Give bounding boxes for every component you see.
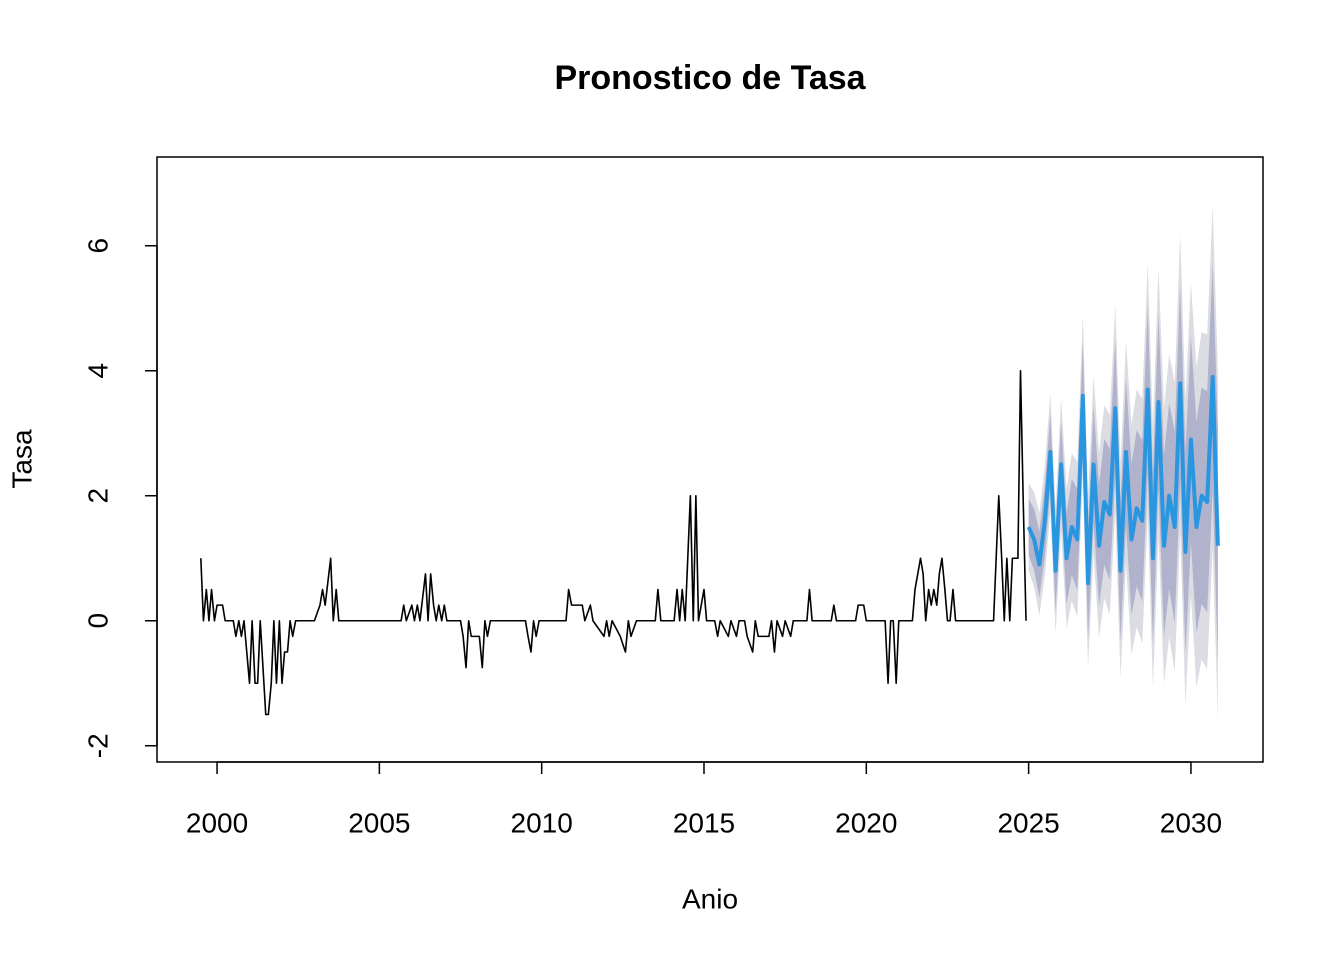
y-tick-label: 0: [82, 613, 113, 629]
x-tick-label: 2030: [1160, 807, 1222, 838]
x-axis-label: Anio: [682, 883, 738, 914]
y-tick-label: 4: [82, 363, 113, 379]
history-line: [200, 369, 1027, 716]
x-tick-label: 2025: [997, 807, 1059, 838]
y-tick-label: 2: [82, 488, 113, 504]
chart-title: Pronostico de Tasa: [554, 59, 866, 97]
forecast-line: [1026, 375, 1220, 586]
forecast-band: [1028, 263, 1218, 662]
x-tick-label: 2020: [835, 807, 897, 838]
x-tick-label: 2005: [348, 807, 410, 838]
plot-area: [200, 205, 1220, 721]
x-tick-label: 2015: [673, 807, 735, 838]
y-tick-label: 6: [82, 238, 113, 254]
x-tick-label: 2000: [186, 807, 248, 838]
x-tick-label: 2010: [511, 807, 573, 838]
y-tick-label: -2: [82, 733, 113, 758]
y-axis-label: Tasa: [6, 429, 37, 489]
